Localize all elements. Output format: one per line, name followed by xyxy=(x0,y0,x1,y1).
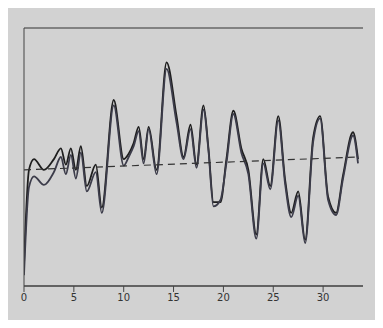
svg-text:10: 10 xyxy=(117,292,130,303)
svg-text:25: 25 xyxy=(267,292,280,303)
svg-text:20: 20 xyxy=(217,292,230,303)
svg-text:0: 0 xyxy=(21,292,27,303)
svg-text:30: 30 xyxy=(317,292,330,303)
svg-text:15: 15 xyxy=(167,292,180,303)
svg-text:5: 5 xyxy=(71,292,77,303)
